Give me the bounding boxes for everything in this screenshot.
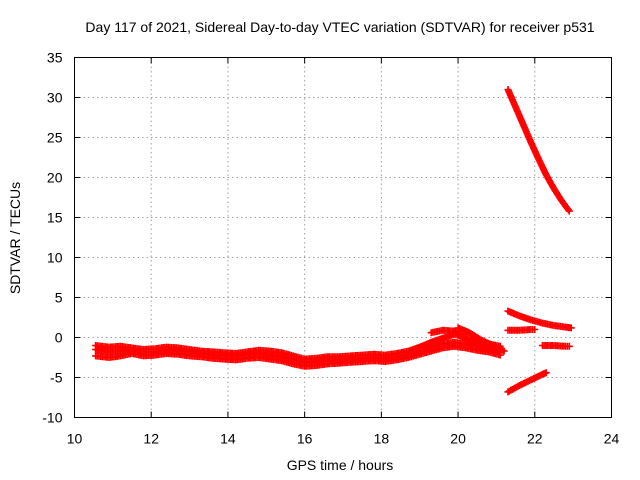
- x-tick-label: 14: [220, 431, 236, 447]
- x-tick-label: 10: [67, 431, 83, 447]
- data-track: [504, 86, 573, 215]
- grid: [74, 57, 612, 418]
- y-tick-label: 25: [47, 130, 63, 146]
- data-track: [504, 369, 550, 396]
- x-axis-label: GPS time / hours: [287, 457, 394, 473]
- y-tick-label: 35: [47, 50, 63, 66]
- ticks: 10 12 14 16 18 20 22 24 -10 -5 0 5 10 15 20 25 30 35: [42, 50, 619, 447]
- y-tick-label: 30: [47, 90, 63, 106]
- data-track: [454, 324, 508, 355]
- y-tick-label: -5: [50, 370, 63, 386]
- data-track: [92, 342, 504, 370]
- data-track: [504, 326, 539, 334]
- data-point: [531, 326, 539, 333]
- x-tick-label: 18: [374, 431, 390, 447]
- y-tick-label: 20: [47, 170, 63, 186]
- data-point: [564, 206, 572, 214]
- data-point: [565, 207, 573, 215]
- y-tick-label: 5: [55, 290, 63, 306]
- x-tick-label: 22: [527, 431, 543, 447]
- data-point: [565, 342, 573, 350]
- y-tick-label: 10: [47, 250, 63, 266]
- data-track: [427, 326, 504, 357]
- data-points: [92, 86, 575, 396]
- y-tick-label: -10: [42, 410, 62, 426]
- data-point: [500, 347, 508, 355]
- y-axis-label: SDTVAR / TECUs: [7, 182, 23, 294]
- data-track: [504, 307, 575, 332]
- y-tick-label: 15: [47, 210, 63, 226]
- x-tick-label: 16: [297, 431, 313, 447]
- plot-frame: [74, 57, 612, 418]
- data-point: [542, 369, 550, 377]
- x-tick-label: 24: [604, 431, 620, 447]
- data-point: [567, 324, 575, 332]
- y-tick-label: 0: [55, 330, 63, 346]
- x-tick-label: 20: [450, 431, 466, 447]
- data-track: [538, 342, 573, 350]
- x-tick-label: 12: [143, 431, 159, 447]
- chart-title: Day 117 of 2021, Sidereal Day-to-day VTE…: [85, 19, 594, 35]
